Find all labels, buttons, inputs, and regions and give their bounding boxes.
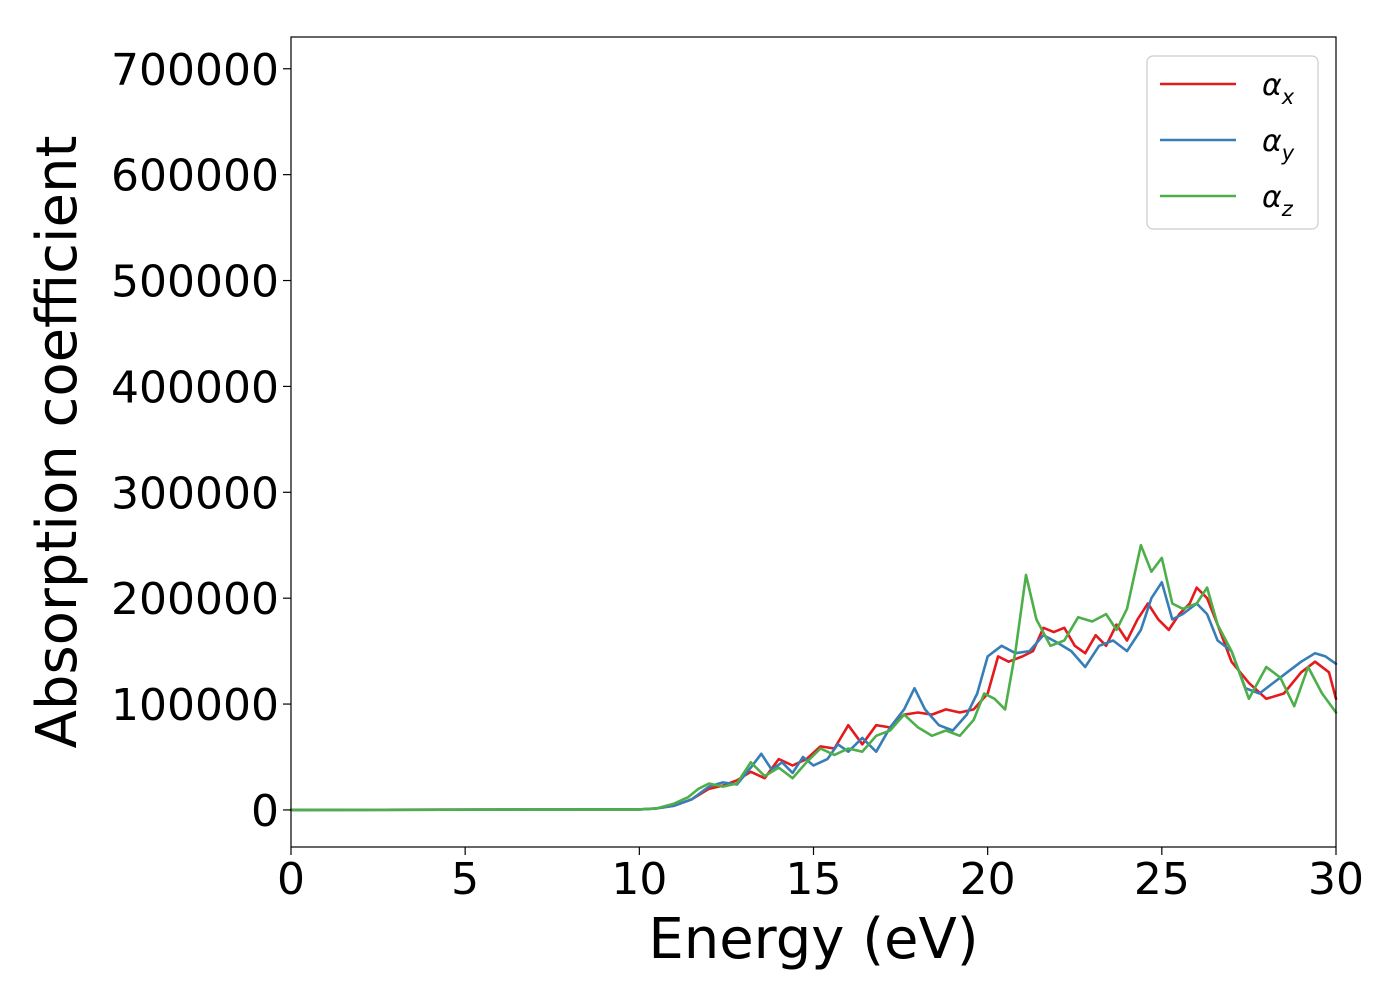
x-axis-label: Energy (eV) bbox=[648, 907, 978, 972]
legend-label-z: αz bbox=[1262, 180, 1294, 221]
y-tick-label: 200000 bbox=[111, 574, 279, 625]
y-tick-label: 600000 bbox=[111, 151, 279, 202]
legend-entries: αx αy αz bbox=[1160, 68, 1295, 221]
legend-label-x: αx bbox=[1262, 68, 1295, 109]
series-line-y bbox=[289, 581, 1338, 812]
x-tick-label: 5 bbox=[451, 854, 479, 905]
y-tick-label: 500000 bbox=[111, 257, 279, 308]
x-axis-ticks: 0 5 10 15 20 25 30 bbox=[277, 847, 1364, 905]
y-tick-label: 0 bbox=[251, 786, 279, 837]
legend: αx αy αz bbox=[1146, 55, 1319, 230]
y-tick-label: 700000 bbox=[111, 45, 279, 96]
x-tick-label: 15 bbox=[786, 854, 842, 905]
series-layer bbox=[289, 543, 1338, 812]
legend-box bbox=[1146, 55, 1319, 230]
x-tick-label: 10 bbox=[611, 854, 667, 905]
y-tick-label: 100000 bbox=[111, 680, 279, 731]
x-tick-label: 0 bbox=[277, 854, 305, 905]
legend-label-y: αy bbox=[1262, 124, 1295, 165]
y-tick-label: 400000 bbox=[111, 362, 279, 413]
x-tick-label: 20 bbox=[960, 854, 1016, 905]
x-tick-label: 25 bbox=[1134, 854, 1190, 905]
y-axis-label: Absorption coefficient bbox=[25, 136, 90, 749]
y-tick-label: 300000 bbox=[111, 468, 279, 519]
x-tick-label: 30 bbox=[1308, 854, 1364, 905]
plot-area bbox=[289, 36, 1338, 848]
series-line-z bbox=[289, 543, 1338, 812]
y-axis-ticks: 0 100000 200000 300000 400000 500000 600000 700… bbox=[111, 45, 291, 837]
